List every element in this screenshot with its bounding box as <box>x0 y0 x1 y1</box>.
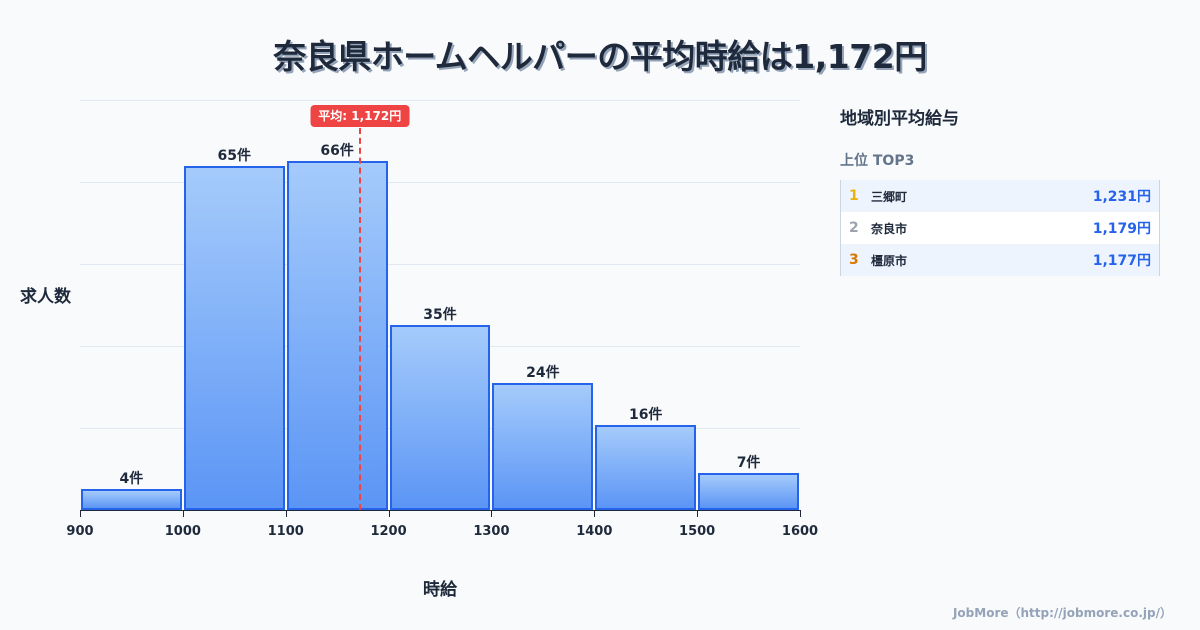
region-name: 橿原市 <box>871 253 908 268</box>
panel-subtitle: 上位 TOP3 <box>840 153 915 169</box>
x-axis-line <box>80 510 800 511</box>
regional-salary-panel: 地域別平均給与 上位 TOP3 1 三郷町 1,231円 2 奈良市 1,179… <box>840 104 1160 276</box>
ranking-table: 1 三郷町 1,231円 2 奈良市 1,179円 3 橿原市 1,177円 <box>840 180 1160 276</box>
average-badge: 平均: 1,172円 <box>310 105 410 127</box>
ranking-row: 1 三郷町 1,231円 <box>841 180 1159 212</box>
bar-value-label: 65件 <box>217 148 252 165</box>
x-tick-label: 1200 <box>370 524 407 539</box>
gridline <box>80 264 800 265</box>
page-title: 奈良県ホームヘルパーの平均時給は1,172円 <box>273 37 927 76</box>
gridline <box>80 182 800 183</box>
rank-number: 2 <box>849 220 859 236</box>
gridline <box>80 100 800 101</box>
average-line <box>358 128 361 510</box>
bar-value-label: 66件 <box>320 142 354 159</box>
x-tick <box>697 510 699 517</box>
histogram-bar <box>81 488 182 510</box>
histogram-bar <box>183 166 285 510</box>
histogram-chart: 4件 65件 66件 35件 24件 16件 7件 900 1000 1100 1200 1300 1… <box>20 100 818 600</box>
x-tick <box>491 510 493 517</box>
y-axis-label: 求人数 <box>20 287 71 307</box>
x-tick-label: 1600 <box>781 524 819 539</box>
bar-value-label: 16件 <box>628 407 663 424</box>
x-tick <box>594 510 596 517</box>
x-tick <box>80 510 81 517</box>
bar-value-label: 7件 <box>736 454 761 471</box>
histogram-bar <box>698 472 799 510</box>
region-salary: 1,231円 <box>1092 189 1151 205</box>
x-tick-label: 1000 <box>164 524 201 539</box>
histogram-bar <box>389 324 491 510</box>
rank-number: 1 <box>849 188 859 204</box>
x-tick-label: 1300 <box>473 524 510 539</box>
region-name: 奈良市 <box>871 221 908 236</box>
histogram-bar <box>286 160 388 510</box>
x-tick <box>285 510 287 517</box>
footer-credit: JobMore（http://jobmore.co.jp/） <box>952 606 1172 620</box>
bar-value-label: 4件 <box>119 470 144 487</box>
bar-value-label: 24件 <box>526 365 560 382</box>
x-tick-label: 1400 <box>576 524 613 539</box>
ranking-row: 2 奈良市 1,179円 <box>841 212 1159 244</box>
ranking-row: 3 橿原市 1,177円 <box>841 244 1159 276</box>
rank-number: 3 <box>849 252 859 268</box>
x-tick-label: 1500 <box>679 524 716 539</box>
x-tick-label: 900 <box>66 524 94 539</box>
region-salary: 1,179円 <box>1092 221 1151 237</box>
region-name: 三郷町 <box>871 189 908 204</box>
bar-value-label: 35件 <box>423 306 457 323</box>
x-tick <box>388 510 390 517</box>
x-tick <box>182 510 184 517</box>
histogram-bar <box>595 425 697 510</box>
x-tick <box>800 510 801 517</box>
x-axis-label: 時給 <box>423 580 457 600</box>
region-salary: 1,177円 <box>1092 253 1151 269</box>
panel-title: 地域別平均給与 <box>840 109 959 129</box>
x-tick-label: 1100 <box>267 524 304 539</box>
histogram-bar <box>492 383 594 510</box>
